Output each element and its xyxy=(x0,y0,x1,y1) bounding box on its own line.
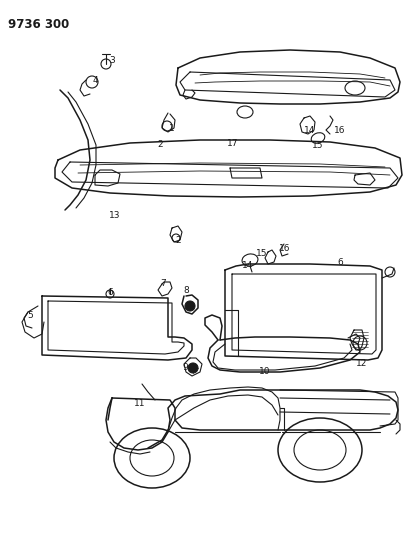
Text: 11: 11 xyxy=(134,399,145,408)
Text: 6: 6 xyxy=(107,287,112,296)
Text: 5: 5 xyxy=(27,311,33,319)
Text: 2: 2 xyxy=(175,236,180,245)
Text: 6: 6 xyxy=(336,257,342,266)
Text: 2: 2 xyxy=(157,140,162,149)
Text: 7: 7 xyxy=(160,279,166,287)
Circle shape xyxy=(184,301,195,311)
Text: 10: 10 xyxy=(258,367,270,376)
Text: 13: 13 xyxy=(109,211,121,220)
Text: 15: 15 xyxy=(256,248,267,257)
Text: 12: 12 xyxy=(355,359,367,367)
Text: 1: 1 xyxy=(169,124,175,133)
Text: 9: 9 xyxy=(182,364,187,373)
Text: 17: 17 xyxy=(227,139,238,148)
Text: 16: 16 xyxy=(333,125,345,134)
Text: 9736 300: 9736 300 xyxy=(8,18,69,31)
Text: 15: 15 xyxy=(312,141,323,149)
Text: 8: 8 xyxy=(183,286,189,295)
Circle shape xyxy=(188,363,198,373)
Text: 14: 14 xyxy=(303,125,315,134)
Text: 4: 4 xyxy=(92,76,98,85)
Text: 16: 16 xyxy=(279,244,290,253)
Text: 14: 14 xyxy=(242,261,253,270)
Text: 3: 3 xyxy=(109,55,115,64)
